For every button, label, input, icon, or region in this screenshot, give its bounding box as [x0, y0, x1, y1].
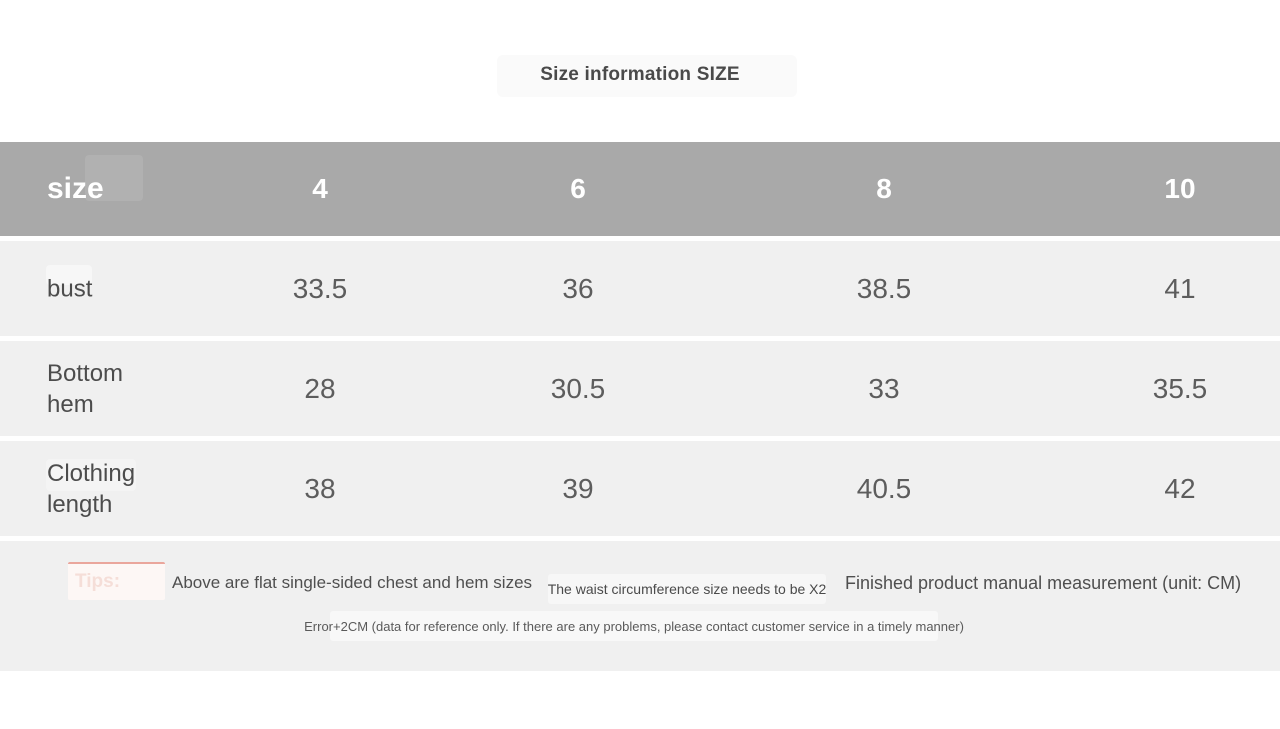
overlay-artifact: [46, 459, 136, 491]
note-measure-method: Above are flat single-sided chest and he…: [172, 573, 533, 592]
table-row-bust: bust 33.5 36 38.5 41: [0, 241, 1280, 336]
cell-value: 41: [1164, 272, 1196, 304]
table-header-row: size 4 6 8 10: [0, 142, 1280, 236]
cell-value: 40.5: [856, 472, 912, 504]
page-title: Size information SIZE: [540, 64, 740, 85]
header-col-4: 4: [312, 173, 328, 204]
row-label-bust: bust: [47, 275, 93, 302]
tips-badge: Tips:: [68, 562, 165, 600]
cell-value: 42: [1164, 472, 1196, 504]
cell-value: 36: [562, 272, 594, 304]
row-label-bottom-hem: Bottom hem: [47, 359, 124, 418]
cell-value: 33.5: [292, 272, 348, 304]
error-note: Error+2CM (data for reference only. If t…: [304, 618, 964, 634]
header-col-10: 10: [1164, 173, 1196, 204]
cell-value: 33: [868, 372, 900, 404]
table-row-clothing-length: Clothing length 38 39 40.5 42: [0, 441, 1280, 536]
title-highlight-band: [497, 55, 797, 97]
overlay-artifact: [85, 155, 143, 201]
note-waist: The waist circumference size needs to be…: [547, 581, 827, 597]
cell-value: 30.5: [550, 372, 606, 404]
size-table: size 4 6 8 10 bust 33.5 36 38.5 41 Botto…: [0, 142, 1280, 541]
header-size-label: size: [47, 172, 104, 205]
note-unit: Finished product manual measurement (uni…: [845, 573, 1242, 593]
notes-panel: Tips: Above are flat single-sided chest …: [0, 541, 1280, 671]
cell-value: 35.5: [1152, 372, 1208, 404]
overlay-artifact: [46, 265, 92, 285]
header-col-6: 6: [570, 173, 586, 204]
note-waist-band: The waist circumference size needs to be…: [548, 574, 826, 604]
error-note-band: Error+2CM (data for reference only. If t…: [304, 611, 964, 641]
cell-value: 38.5: [856, 272, 912, 304]
header-col-8: 8: [876, 173, 892, 204]
cell-value: 39: [562, 472, 594, 504]
row-label-clothing-length: Clothing length: [47, 459, 136, 518]
cell-value: 28: [304, 372, 336, 404]
cell-value: 38: [304, 472, 336, 504]
table-row-bottom-hem: Bottom hem 28 30.5 33 35.5: [0, 341, 1280, 436]
tips-label: Tips:: [75, 571, 121, 592]
